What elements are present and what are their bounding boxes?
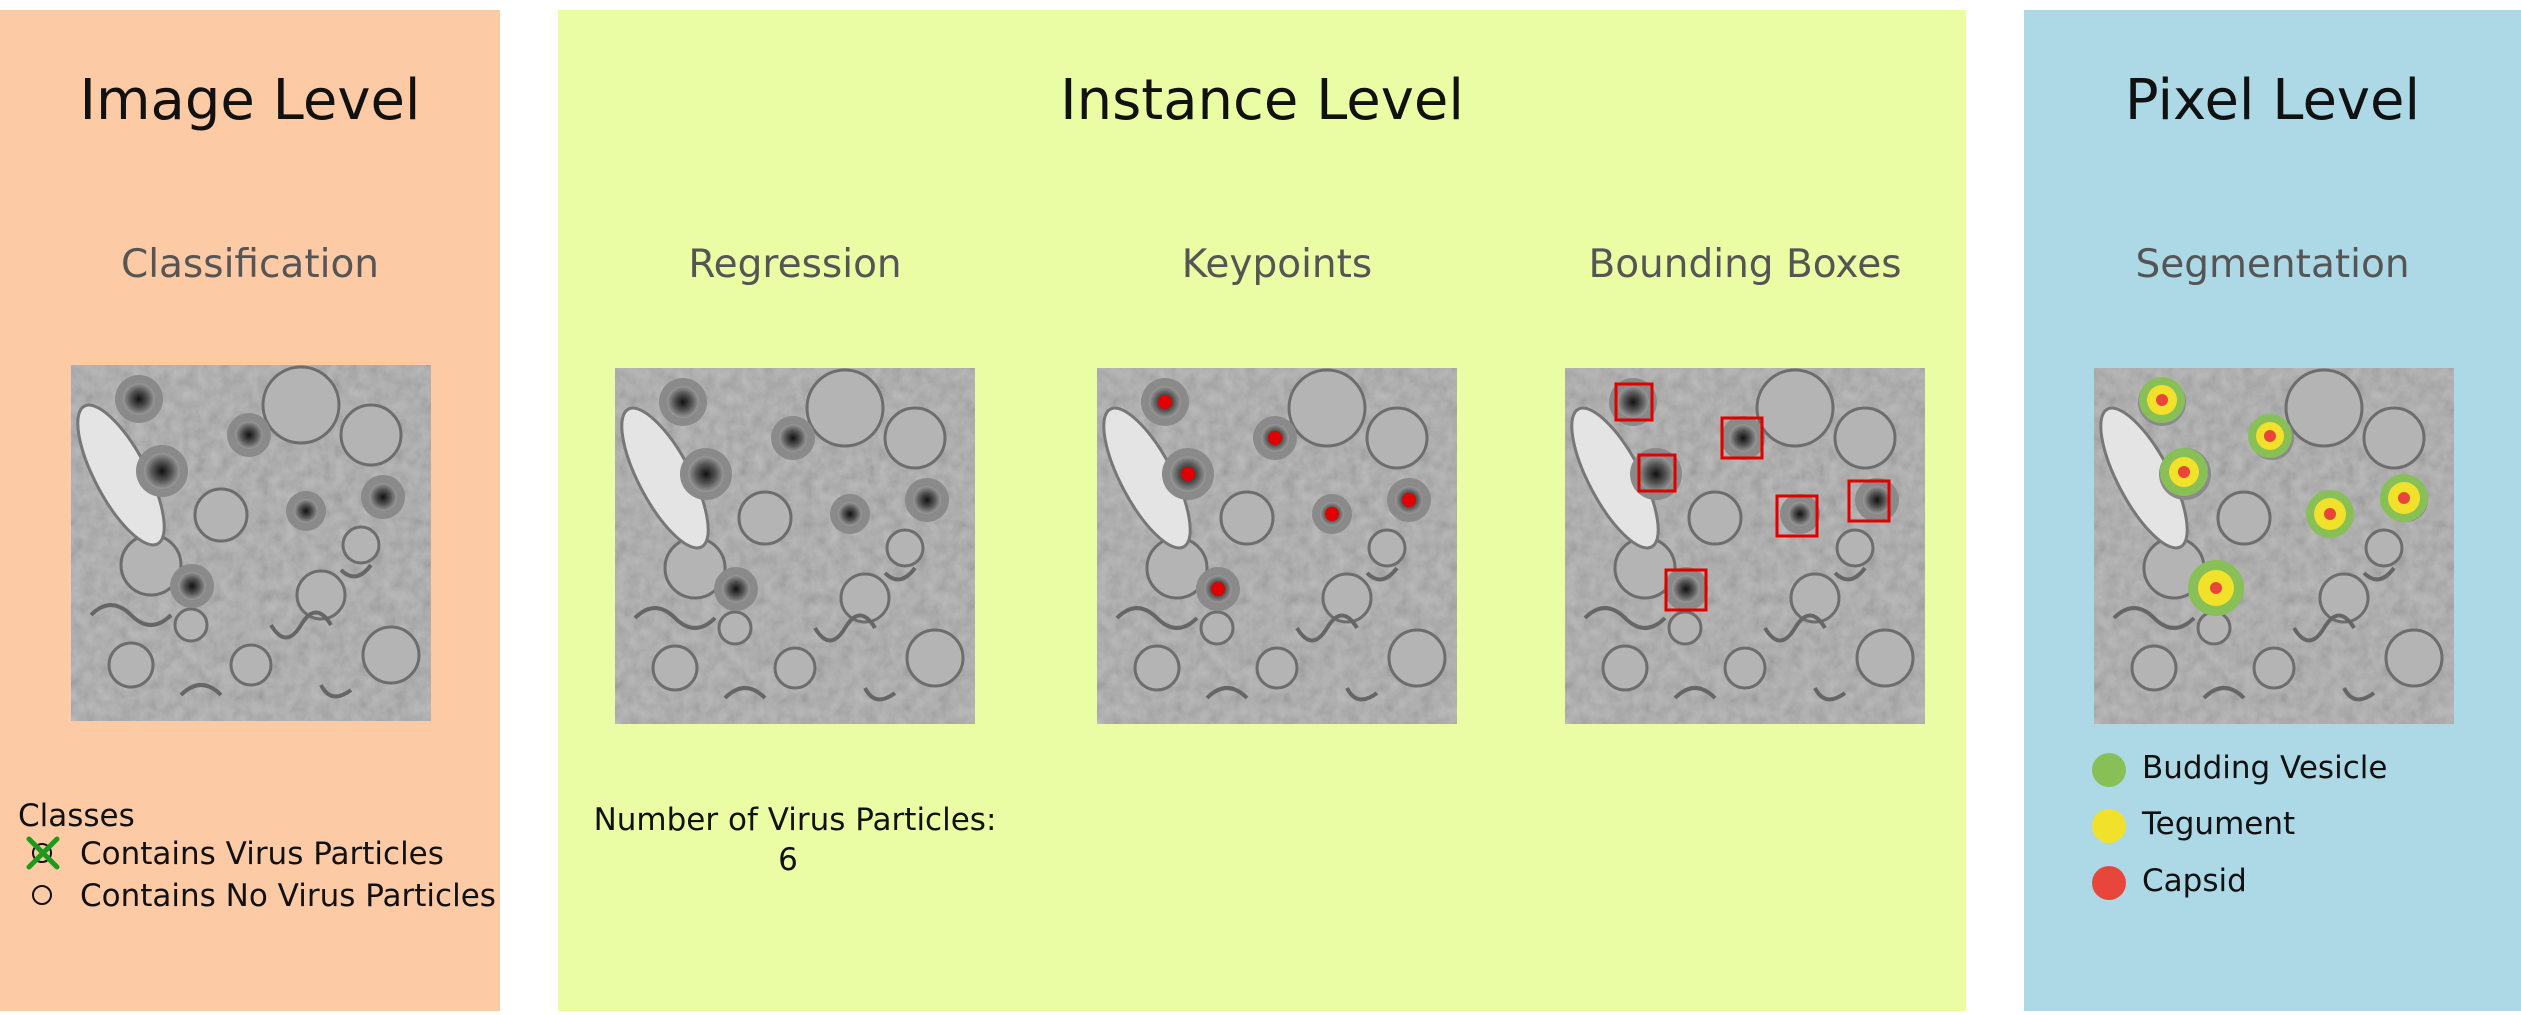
keypoint: [1158, 395, 1172, 409]
pixel-level-panel: Pixel Level Segmentation Budding Vesicle…: [2024, 10, 2521, 1011]
check-mark-icon: [26, 836, 60, 870]
segmentation-mask: [2306, 490, 2354, 538]
segmentation-mask: [2248, 414, 2292, 458]
class-option-label: Contains No Virus Particles: [80, 878, 496, 914]
bounding-box: [1664, 568, 1708, 612]
segmentation-subtitle: Segmentation: [2135, 242, 2410, 287]
classes-label: Classes: [18, 798, 135, 834]
class-option-label: Contains Virus Particles: [80, 836, 444, 872]
bounding-box: [1614, 382, 1654, 422]
bounding-box: [1720, 416, 1764, 460]
classification-subtitle: Classification: [120, 242, 380, 287]
bounding-box: [1637, 453, 1677, 493]
bounding-boxes-image: [1565, 368, 1925, 724]
image-level-title: Image Level: [79, 68, 421, 133]
legend-label-budding-vesicle: Budding Vesicle: [2142, 750, 2388, 786]
micrograph: [615, 368, 975, 724]
count-value: 6: [778, 842, 798, 878]
count-label: Number of Virus Particles:: [593, 802, 997, 838]
keypoints-subtitle: Keypoints: [1181, 242, 1373, 287]
instance-level-panel: Instance Level Regression Number of Viru…: [558, 10, 1966, 1011]
segmentation-mask: [2188, 560, 2244, 616]
classification-image: [71, 365, 431, 721]
keypoint: [1402, 493, 1416, 507]
segmentation-mask: [2380, 474, 2428, 522]
legend-swatch-capsid: [2092, 866, 2126, 900]
bounding-box: [1775, 494, 1819, 538]
keypoint: [1211, 582, 1225, 596]
legend-label-capsid: Capsid: [2142, 863, 2247, 899]
instance-level-title: Instance Level: [1060, 68, 1464, 133]
keypoint: [1181, 467, 1195, 481]
image-level-panel: Image Level Classification Classes Conta…: [0, 10, 500, 1011]
bounding-box: [1847, 479, 1891, 523]
keypoint: [1325, 507, 1339, 521]
segmentation-image: [2094, 368, 2454, 724]
keypoints-image: [1097, 368, 1457, 724]
micrograph: [1097, 368, 1457, 724]
regression-subtitle: Regression: [688, 242, 902, 287]
micrograph: [71, 365, 431, 721]
legend-swatch-tegument: [2092, 809, 2126, 843]
micrograph: [2094, 368, 2454, 724]
legend-label-tegument: Tegument: [2142, 806, 2296, 842]
pixel-level-title: Pixel Level: [2124, 68, 2421, 133]
keypoint: [1268, 431, 1282, 445]
legend-swatch-budding-vesicle: [2092, 753, 2126, 787]
bounding-boxes-subtitle: Bounding Boxes: [1588, 242, 1902, 287]
radio-unchecked-icon[interactable]: [32, 885, 52, 905]
segmentation-mask: [2139, 377, 2185, 423]
segmentation-mask: [2160, 448, 2208, 496]
regression-image: [615, 368, 975, 724]
radio-checked-icon[interactable]: [32, 843, 52, 863]
micrograph: [1565, 368, 1925, 724]
